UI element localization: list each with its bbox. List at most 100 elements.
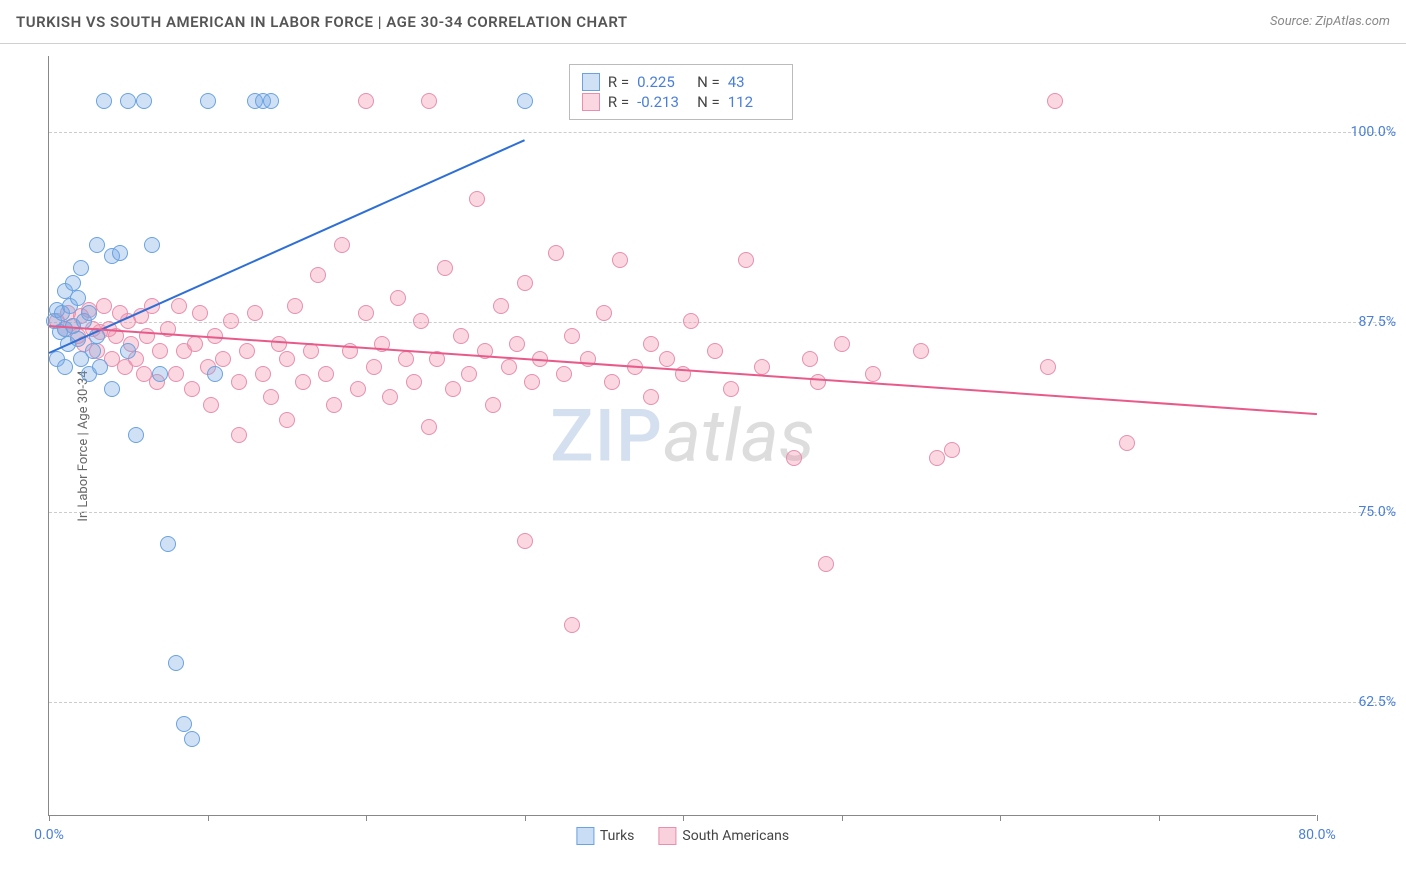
scatter-point [184,731,200,747]
scatter-point [350,381,366,397]
x-tick [1317,815,1318,821]
scatter-point [279,351,295,367]
scatter-point [834,336,850,352]
scatter-point [707,343,723,359]
scatter-point [239,343,255,359]
scatter-point [564,328,580,344]
scatter-point [382,389,398,405]
y-tick-label: 62.5% [1326,694,1396,710]
scatter-point [596,305,612,321]
chart-header: TURKISH VS SOUTH AMERICAN IN LABOR FORCE… [0,0,1406,44]
scatter-point [501,359,517,375]
legend-item: South Americans [658,827,789,845]
scatter-point [754,359,770,375]
scatter-point [104,381,120,397]
stats-row: R =-0.213N =112 [582,93,780,111]
scatter-point [295,374,311,390]
scatter-point [802,351,818,367]
x-tick-label: 80.0% [1298,827,1336,843]
scatter-point [310,267,326,283]
scatter-point [334,237,350,253]
scatter-point [144,237,160,253]
scatter-point [184,381,200,397]
scatter-point [303,343,319,359]
scatter-point [493,298,509,314]
trend-line [49,325,1317,415]
scatter-point [171,298,187,314]
scatter-point [263,93,279,109]
x-tick [1000,815,1001,821]
scatter-point [358,93,374,109]
scatter-point [738,252,754,268]
scatter-point [944,442,960,458]
scatter-point [643,389,659,405]
scatter-point [89,237,105,253]
scatter-point [271,336,287,352]
y-tick-label: 100.0% [1326,124,1396,140]
x-tick [366,815,367,821]
watermark-left: ZIP [550,393,663,478]
scatter-point [929,450,945,466]
scatter-point [187,336,203,352]
scatter-point [413,313,429,329]
legend-swatch [658,827,676,845]
stat-n-value: 43 [728,73,780,91]
scatter-point [120,343,136,359]
scatter-point [65,275,81,291]
scatter-point [136,93,152,109]
scatter-point [263,389,279,405]
scatter-point [1047,93,1063,109]
x-tick-label: 0.0% [34,827,64,843]
scatter-point [445,381,461,397]
scatter-point [453,328,469,344]
scatter-point [517,533,533,549]
scatter-point [421,419,437,435]
stats-box: R =0.225N =43R =-0.213N =112 [569,64,793,120]
legend-swatch [582,93,600,111]
scatter-point [207,366,223,382]
scatter-point [85,343,101,359]
scatter-point [524,374,540,390]
scatter-point [390,290,406,306]
scatter-point [279,412,295,428]
scatter-point [152,366,168,382]
legend-label: South Americans [682,828,789,844]
stat-n-label: N = [697,93,720,111]
scatter-point [192,305,208,321]
legend-item: Turks [576,827,635,845]
scatter-point [203,397,219,413]
scatter-point [215,351,231,367]
gridline [49,702,1396,703]
scatter-point [318,366,334,382]
scatter-point [70,290,86,306]
scatter-point [92,359,108,375]
stat-r-label: R = [608,93,629,111]
watermark: ZIPatlas [550,393,815,478]
scatter-point [612,252,628,268]
scatter-point [152,343,168,359]
scatter-point [406,374,422,390]
gridline [49,132,1396,133]
stat-r-label: R = [608,73,629,91]
stat-n-label: N = [697,73,720,91]
scatter-point [810,374,826,390]
scatter-point [643,336,659,352]
scatter-point [247,305,263,321]
scatter-point [287,298,303,314]
x-tick [49,815,50,821]
scatter-point [223,313,239,329]
scatter-point [723,381,739,397]
scatter-point [509,336,525,352]
scatter-point [81,305,97,321]
scatter-point [73,260,89,276]
chart-title: TURKISH VS SOUTH AMERICAN IN LABOR FORCE… [16,13,628,31]
scatter-point [366,359,382,375]
scatter-point [659,351,675,367]
scatter-point [437,260,453,276]
scatter-point [326,397,342,413]
scatter-point [358,305,374,321]
scatter-point [556,366,572,382]
scatter-point [231,427,247,443]
legend: Turks South Americans [576,827,789,845]
scatter-point [168,655,184,671]
